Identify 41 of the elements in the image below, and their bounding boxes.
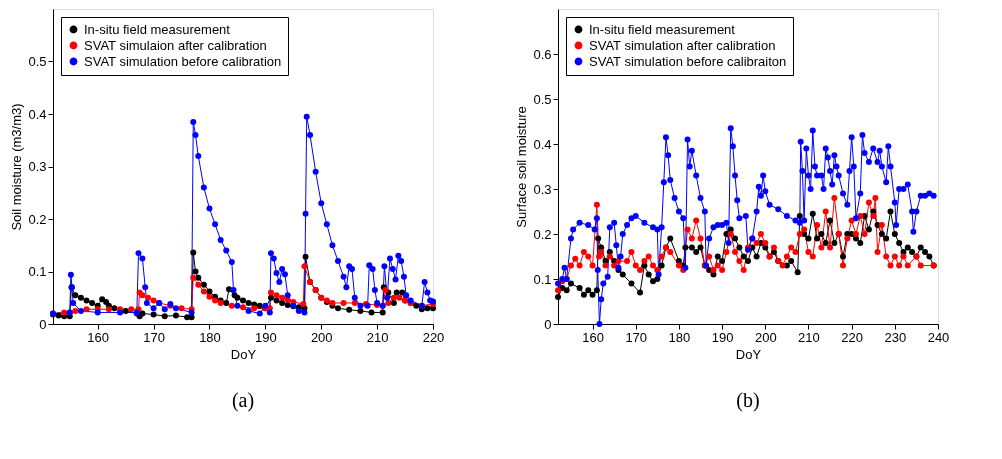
- x-tick-label: 240: [927, 329, 950, 345]
- y-axis-title: Surface soil moisture: [514, 106, 530, 228]
- x-tick-label: 210: [366, 329, 389, 345]
- y-axis-title: Soil moisture (m3/m3): [9, 103, 25, 231]
- y-tick-label: 0.6: [533, 46, 552, 62]
- y-tick-label: 0.4: [28, 106, 47, 122]
- legend-label: SVAT simulation before calibraiton: [589, 53, 787, 69]
- x-tick-label: 190: [255, 329, 277, 345]
- x-tick-label: 210: [798, 329, 820, 345]
- y-tick-label: 0.5: [533, 91, 552, 107]
- text: (b): [736, 389, 760, 412]
- y-tick-label: 0.1: [28, 264, 47, 279]
- x-tick-label: 200: [754, 329, 777, 345]
- y-tick-label: 0.2: [533, 226, 552, 242]
- x-tick-label: 160: [582, 329, 604, 345]
- text: (a): [231, 389, 255, 412]
- legend-label: SVAT simulation after calibration: [589, 37, 776, 53]
- y-tick-label: 0.2: [28, 211, 47, 227]
- x-tick-label: 180: [199, 329, 221, 345]
- legend-label: In-situ field measurement: [589, 21, 736, 37]
- legend-label: In-situ field measurement: [84, 21, 231, 37]
- x-tick-label: 200: [310, 329, 333, 345]
- legend-label: SVAT simulation before calibration: [84, 53, 282, 69]
- x-tick-label: 190: [711, 329, 734, 345]
- x-axis-title: DoY: [230, 346, 257, 362]
- y-tick-label: 0.3: [533, 181, 552, 197]
- x-tick-label: 180: [668, 329, 691, 345]
- y-tick-label: 0.3: [28, 159, 47, 174]
- x-tick-label: 220: [841, 329, 863, 345]
- x-tick-label: 230: [884, 329, 907, 345]
- y-tick-label: 0.4: [533, 136, 552, 152]
- x-tick-label: 170: [625, 329, 648, 345]
- y-tick-label: 0: [544, 316, 552, 332]
- x-tick-label: 170: [143, 329, 165, 345]
- y-tick-label: 0: [39, 316, 47, 332]
- x-tick-label: 160: [87, 329, 110, 345]
- legend-label: SVAT simulaion after calibration: [84, 37, 267, 53]
- x-axis-title: DoY: [735, 346, 762, 362]
- y-tick-label: 0.5: [28, 54, 47, 69]
- x-tick-label: 220: [422, 329, 445, 345]
- y-tick-label: 0.1: [533, 271, 552, 287]
